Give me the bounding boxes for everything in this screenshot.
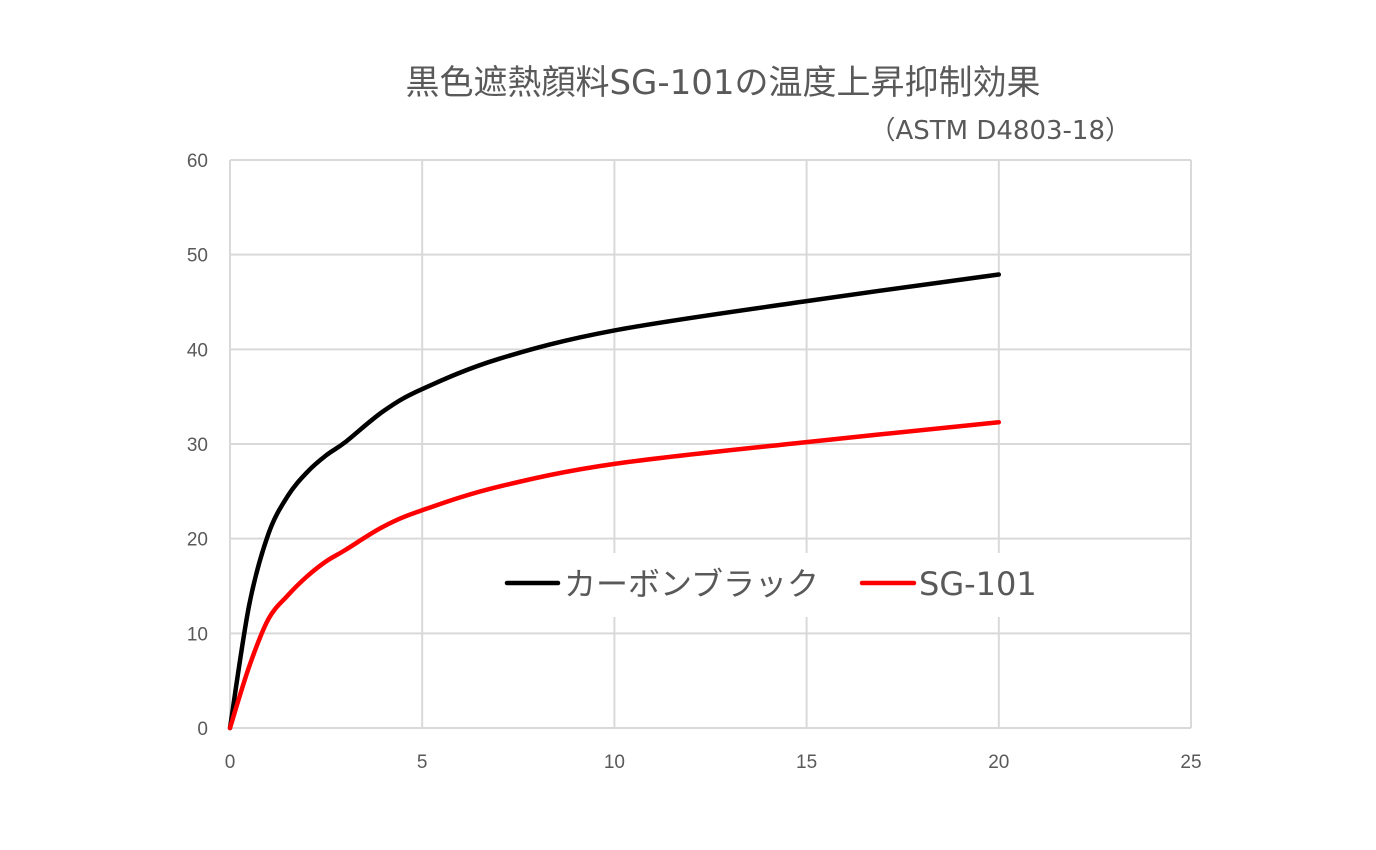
legend-label-2: SG-101 <box>919 565 1037 603</box>
x-tick-label: 10 <box>604 752 625 773</box>
x-tick-label: 0 <box>225 752 236 773</box>
x-tick-label: 15 <box>796 752 817 773</box>
legend-background <box>490 553 1050 617</box>
y-tick-label: 50 <box>187 246 208 267</box>
grid <box>229 159 1192 729</box>
y-tick-label: 20 <box>187 530 208 551</box>
series-line-1 <box>227 272 1002 731</box>
legend-label-1: カーボンブラック <box>564 565 819 603</box>
chart-subtitle: （ASTM D4803-18） <box>869 116 1131 146</box>
x-tick-label: 5 <box>417 752 428 773</box>
y-tick-label: 30 <box>187 435 208 456</box>
legend: カーボンブラック SG-101 <box>490 553 1050 617</box>
series-lines <box>227 272 1002 731</box>
chart-title: 黒色遮熱顔料SG-101の温度上昇抑制効果 <box>405 63 1040 103</box>
y-tick-label: 0 <box>197 719 208 740</box>
y-tick-label: 60 <box>187 151 208 172</box>
y-tick-label: 10 <box>187 624 208 645</box>
x-tick-label: 20 <box>988 752 1009 773</box>
x-tick-label: 25 <box>1180 752 1201 773</box>
y-tick-label: 40 <box>187 340 208 361</box>
series-line-2 <box>227 419 1002 731</box>
axes: 0 10 20 30 40 50 60 0 5 10 15 20 25 <box>187 151 1202 773</box>
